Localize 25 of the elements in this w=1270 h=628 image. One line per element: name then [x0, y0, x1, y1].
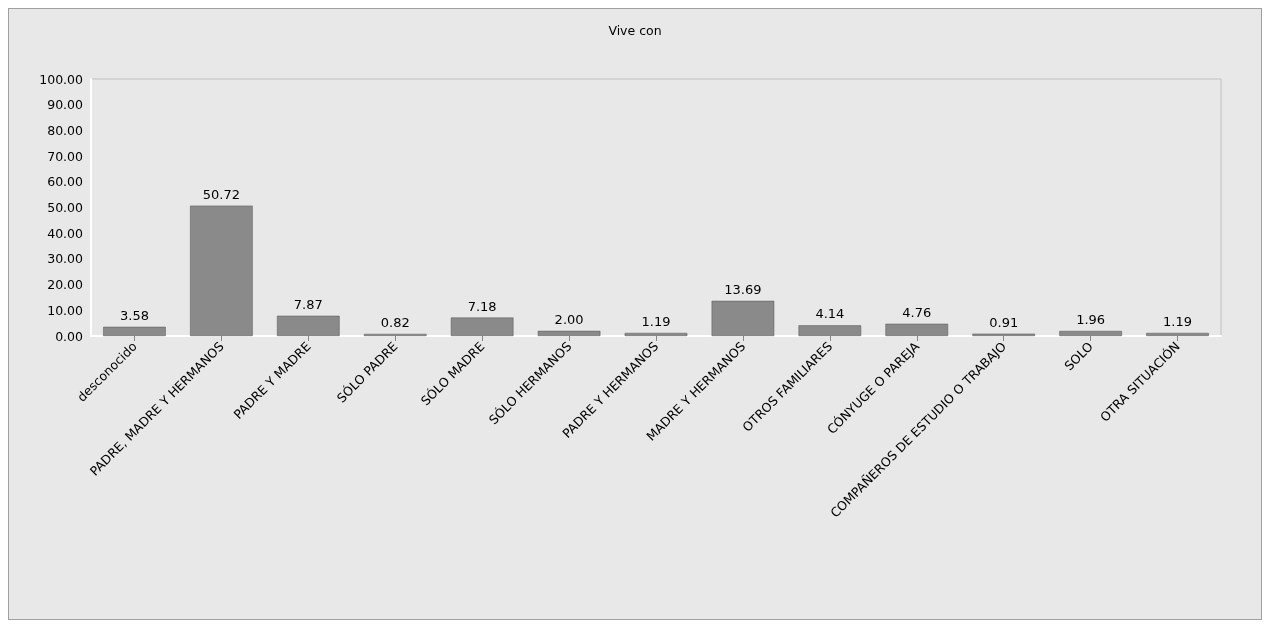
data-label: 7.18: [467, 298, 497, 314]
data-label: 0.91: [989, 314, 1019, 330]
data-label: 1.19: [1163, 313, 1193, 329]
y-tick-label: 60.00: [47, 174, 84, 190]
y-tick-label: 0.00: [55, 328, 84, 344]
data-label: 2.00: [554, 311, 584, 327]
y-tick-label: 40.00: [47, 225, 84, 241]
data-label: 7.87: [293, 296, 323, 312]
data-label: 0.82: [380, 314, 410, 330]
chart-title: Vive con: [608, 23, 662, 38]
y-tick-label: 30.00: [47, 251, 84, 267]
y-tick-label: 100.00: [39, 71, 84, 87]
data-label: 13.69: [724, 281, 762, 297]
data-label: 4.14: [815, 306, 845, 322]
y-tick-label: 10.00: [47, 302, 84, 318]
data-label: 1.19: [641, 313, 671, 329]
data-label: 4.76: [902, 304, 932, 320]
data-label: 1.96: [1076, 311, 1106, 327]
y-tick-label: 70.00: [47, 148, 84, 164]
data-label: 50.72: [202, 186, 240, 202]
y-tick-label: 20.00: [47, 277, 84, 293]
y-tick-label: 50.00: [47, 200, 84, 215]
y-tick-label: 80.00: [47, 122, 84, 138]
y-tick-label: 90.00: [47, 97, 84, 113]
data-label: 3.58: [119, 307, 149, 323]
